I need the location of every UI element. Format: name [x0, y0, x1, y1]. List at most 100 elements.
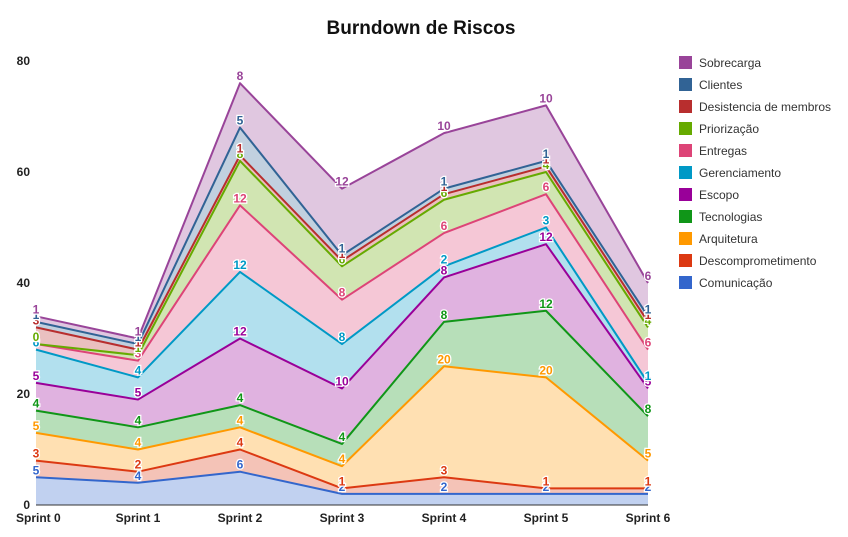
- data-label: 12: [233, 191, 247, 205]
- line-clientes: [35, 126, 649, 346]
- data-label: 2: [339, 480, 346, 494]
- y-tick-label: 20: [17, 387, 31, 401]
- data-label: 1: [339, 241, 346, 255]
- data-label: 4: [339, 430, 346, 444]
- data-label: 5: [645, 374, 652, 388]
- data-label: 1: [543, 147, 550, 161]
- data-label: 1: [33, 302, 40, 316]
- line-descomprometimento: [35, 448, 648, 490]
- data-label: 5: [135, 386, 142, 400]
- data-label: 6: [645, 269, 652, 283]
- x-tick-label: Sprint 6: [626, 511, 671, 525]
- legend-swatch: [679, 122, 692, 135]
- legend-label: Clientes: [699, 78, 742, 92]
- legend-label: Comunicação: [699, 276, 773, 290]
- legend-item-tecnologias: Tecnologias: [679, 210, 762, 224]
- data-label: 4: [135, 436, 142, 450]
- data-label: 1: [135, 336, 142, 350]
- data-label: 1: [543, 474, 550, 488]
- data-label: 12: [233, 325, 247, 339]
- data-label: 1: [339, 247, 346, 261]
- legend-item-entregas: Entregas: [679, 144, 747, 158]
- legend-swatch: [679, 210, 692, 223]
- data-label: 8: [237, 147, 244, 161]
- legend-swatch: [679, 78, 692, 91]
- area-sobrecarga: [36, 83, 648, 345]
- line-desistencia-de-membros: [35, 154, 649, 351]
- data-label: 4: [645, 313, 652, 327]
- y-tick-label: 0: [23, 498, 30, 512]
- legend: Sobrecarga Clientes Desistencia de membros…: [679, 56, 831, 290]
- data-label: 4: [33, 397, 40, 411]
- data-label: 1: [645, 369, 652, 383]
- legend-item-descomprometimento: Descomprometimento: [679, 254, 817, 268]
- legend-label: Entregas: [699, 144, 747, 158]
- data-label: 4: [135, 413, 142, 427]
- data-label: 1: [441, 180, 448, 194]
- area-priorizacao: [36, 160, 648, 361]
- data-label: 8: [237, 69, 244, 83]
- data-label: 1: [339, 474, 346, 488]
- legend-item-priorizacao: Priorização: [679, 122, 759, 136]
- x-tick-label: Sprint 1: [116, 511, 161, 525]
- y-tick-label: 60: [17, 165, 31, 179]
- data-label: 10: [539, 91, 553, 105]
- x-tick-label: Sprint 3: [320, 511, 365, 525]
- data-label: 6: [237, 458, 244, 472]
- legend-item-comunicacao: Comunicação: [679, 276, 773, 290]
- legend-swatch: [679, 166, 692, 179]
- line-comunicacao: [35, 470, 648, 495]
- data-label: 3: [441, 463, 448, 477]
- area-comunicacao: [36, 471, 648, 505]
- line-escopo: [35, 243, 649, 401]
- data-label: 1: [135, 341, 142, 355]
- legend-swatch: [679, 188, 692, 201]
- data-label: 8: [339, 286, 346, 300]
- data-label: 4: [237, 413, 244, 427]
- data-label: 6: [543, 180, 550, 194]
- legend-label: Escopo: [699, 188, 739, 202]
- y-tick-label: 40: [17, 276, 31, 290]
- data-label: 1: [543, 152, 550, 166]
- line-entregas: [35, 193, 649, 362]
- data-label: 4: [135, 363, 142, 377]
- data-label: 1: [645, 302, 652, 316]
- data-label: 2: [645, 480, 652, 494]
- data-label: 4: [339, 452, 346, 466]
- legend-swatch: [679, 254, 692, 267]
- line-gerenciamento: [35, 226, 649, 384]
- data-label: 4: [237, 391, 244, 405]
- data-label: 20: [437, 352, 451, 366]
- legend-label: Arquitetura: [699, 232, 758, 246]
- data-label: 1: [33, 308, 40, 322]
- data-label: 12: [335, 175, 349, 189]
- data-label: 1: [645, 308, 652, 322]
- data-label: 4: [543, 158, 550, 172]
- data-label: 10: [437, 119, 451, 133]
- series-areas: [36, 83, 648, 505]
- data-label: 5: [33, 369, 40, 383]
- data-label: 8: [339, 330, 346, 344]
- line-priorizacao: [35, 159, 649, 357]
- area-escopo: [36, 244, 648, 444]
- data-label: 3: [543, 214, 550, 228]
- data-label: 3: [135, 347, 142, 361]
- legend-label: Priorização: [699, 122, 759, 136]
- data-label: 1: [237, 141, 244, 155]
- data-label: 1: [33, 330, 40, 344]
- area-tecnologias: [36, 310, 648, 467]
- legend-swatch: [679, 232, 692, 245]
- legend-label: Descomprometimento: [699, 254, 817, 268]
- legend-label: Gerenciamento: [699, 166, 781, 180]
- line-arquitetura: [35, 365, 649, 468]
- x-tick-label: Sprint 2: [218, 511, 263, 525]
- data-label: 6: [339, 252, 346, 266]
- data-label: 12: [539, 230, 553, 244]
- legend-item-desistencia-de-membros: Desistencia de membros: [679, 100, 831, 114]
- legend-item-sobrecarga: Sobrecarga: [679, 56, 761, 70]
- area-arquitetura: [36, 366, 648, 489]
